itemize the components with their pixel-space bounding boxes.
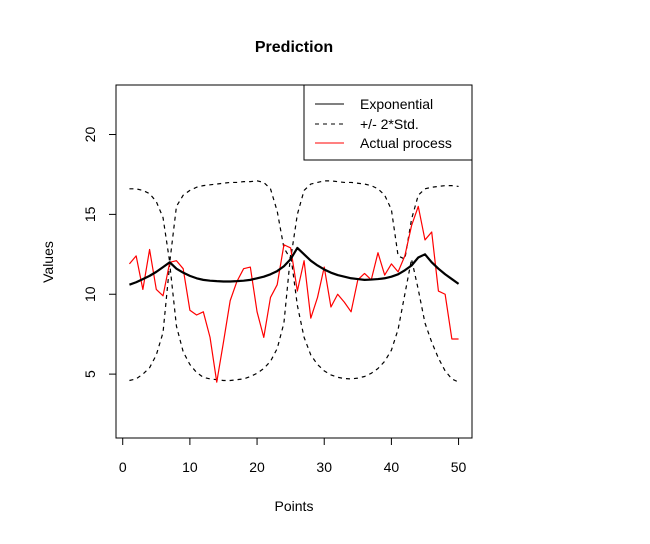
- x-axis: 0 10 20 30 40 50: [119, 437, 467, 475]
- series-line-exponential: [129, 246, 460, 286]
- y-axis: 5 10 15 20: [82, 127, 117, 378]
- y-tick-label: 5: [82, 370, 98, 378]
- legend-label-exponential: Exponential: [360, 96, 433, 112]
- y-tick-label: 10: [82, 286, 98, 302]
- x-tick-label: 20: [249, 459, 265, 475]
- y-tick-label: 20: [82, 127, 98, 143]
- series-line-2-std: [129, 180, 459, 263]
- series-layer: [128, 180, 460, 383]
- legend: Exponential +/- 2*Std. Actual process: [303, 84, 473, 161]
- y-axis-label: Values: [40, 241, 56, 283]
- chart-title: Prediction: [255, 39, 333, 56]
- legend-label-std: +/- 2*Std.: [360, 116, 419, 132]
- x-tick-label: 0: [119, 459, 127, 475]
- y-tick-label: 15: [82, 206, 98, 222]
- x-axis-label: Points: [275, 498, 314, 514]
- series-line-2-std: [129, 253, 459, 383]
- legend-box: [303, 84, 473, 161]
- series-line-actual-process: [128, 205, 459, 383]
- x-tick-label: 50: [451, 459, 467, 475]
- legend-label-actual: Actual process: [360, 135, 452, 151]
- x-tick-label: 40: [384, 459, 400, 475]
- x-tick-label: 30: [316, 459, 332, 475]
- x-tick-label: 10: [182, 459, 198, 475]
